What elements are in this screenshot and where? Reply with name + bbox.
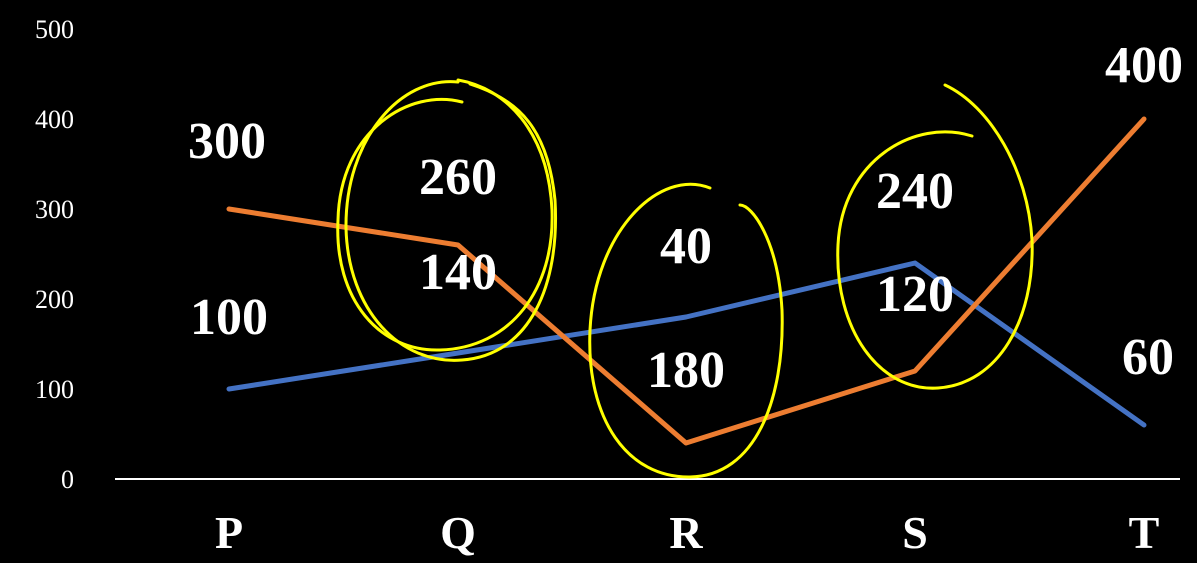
annotation-circle bbox=[336, 78, 554, 352]
data-label: 260 bbox=[419, 149, 497, 206]
y-tick-label: 0 bbox=[61, 465, 74, 494]
y-tick-label: 400 bbox=[35, 105, 74, 134]
data-label: 120 bbox=[876, 266, 954, 323]
y-tick-label: 500 bbox=[35, 15, 74, 44]
data-label: 60 bbox=[1122, 329, 1174, 386]
x-category-label: S bbox=[902, 507, 928, 558]
x-category-label: R bbox=[669, 507, 703, 558]
annotation-circle bbox=[588, 182, 784, 479]
hand-drawn-annotations bbox=[336, 78, 1034, 479]
y-axis-ticks: 0 100 200 300 400 500 bbox=[35, 15, 74, 494]
series-line-2 bbox=[226, 116, 1147, 446]
annotation-circle bbox=[344, 80, 558, 362]
data-label: 140 bbox=[419, 244, 497, 301]
data-label: 240 bbox=[876, 163, 954, 220]
data-label: 180 bbox=[647, 342, 725, 399]
series-layer bbox=[226, 116, 1147, 446]
annotation-circle bbox=[836, 83, 1034, 390]
x-category-label: P bbox=[215, 507, 243, 558]
data-label: 100 bbox=[190, 289, 268, 346]
data-label: 400 bbox=[1105, 37, 1183, 94]
x-axis-categories: P Q R S T bbox=[215, 507, 1159, 558]
data-label: 300 bbox=[188, 113, 266, 170]
y-tick-label: 300 bbox=[35, 195, 74, 224]
y-tick-label: 200 bbox=[35, 285, 74, 314]
x-category-label: T bbox=[1129, 507, 1160, 558]
series-line-1 bbox=[226, 260, 1147, 428]
data-labels: 100 300 140 260 180 40 120 240 60 400 bbox=[188, 37, 1183, 399]
x-category-label: Q bbox=[440, 507, 476, 558]
data-label: 40 bbox=[660, 218, 712, 275]
y-tick-label: 100 bbox=[35, 375, 74, 404]
